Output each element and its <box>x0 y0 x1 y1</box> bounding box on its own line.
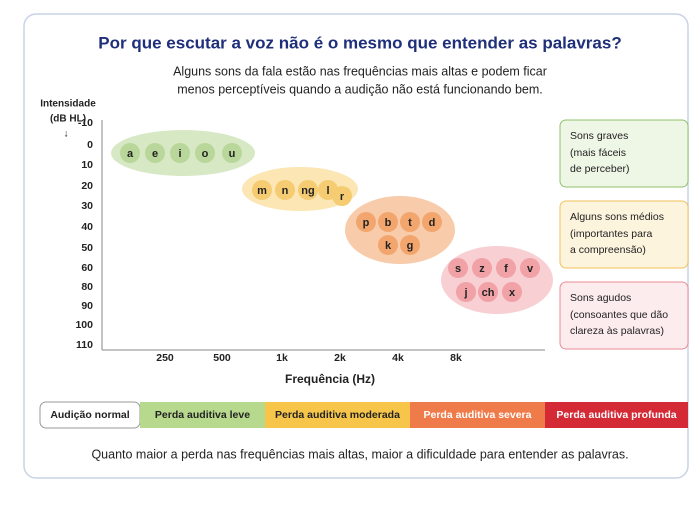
sound: u <box>229 148 236 160</box>
x-tick-label: 1k <box>276 352 288 364</box>
legend-text: (importantes para <box>570 228 652 240</box>
y-tick-label: 30 <box>81 200 93 212</box>
y-arrow: ↓ <box>64 129 69 140</box>
scale-segment <box>265 402 410 428</box>
sound: p <box>363 217 370 229</box>
sound-bubble <box>496 258 516 278</box>
y-label: Intensidade <box>40 99 96 110</box>
title: Por que escutar a voz não é o mesmo que … <box>98 33 621 52</box>
sound: k <box>385 240 392 252</box>
y-tick-label: 90 <box>81 300 93 312</box>
sound-bubble <box>448 258 468 278</box>
footer: Quanto maior a perda nas frequências mai… <box>91 447 628 461</box>
sound-bubble <box>400 212 420 232</box>
scale-label: Perda auditiva moderada <box>275 409 400 421</box>
sound-bubble <box>400 235 420 255</box>
legend-text: (mais fáceis <box>570 147 626 159</box>
legend-text: a compreensão) <box>570 244 646 256</box>
sound-bubble <box>378 235 398 255</box>
scale-label: Audição normal <box>50 409 129 421</box>
sound: a <box>127 148 134 160</box>
sound: j <box>463 287 467 299</box>
sound-bubble <box>298 180 318 200</box>
sound-bubble <box>478 282 498 302</box>
subtitle: Alguns sons da fala estão nas frequência… <box>173 64 547 78</box>
sound: l <box>326 185 329 197</box>
scale-label: Perda auditiva leve <box>155 409 250 421</box>
y-tick-label: 100 <box>75 319 93 331</box>
y-tick-label: 40 <box>81 221 93 233</box>
scale-segment <box>410 402 545 428</box>
legend-box <box>559 281 689 350</box>
sound-bubble <box>120 143 140 163</box>
sound-group <box>345 196 455 264</box>
x-tick-label: 500 <box>213 352 231 364</box>
y-tick-label: -10 <box>78 117 93 129</box>
y-tick-label: 0 <box>87 139 93 151</box>
sound: ng <box>301 185 314 197</box>
sound: s <box>455 263 461 275</box>
x-tick-label: 2k <box>334 352 346 364</box>
sound: r <box>340 191 345 203</box>
y-label: (dB HL) <box>50 114 86 125</box>
sound: d <box>429 217 436 229</box>
legend-text: (consoantes que dão <box>570 309 668 321</box>
y-tick-label: 10 <box>81 159 93 171</box>
sound: n <box>282 185 289 197</box>
sound: f <box>504 263 508 275</box>
sound: v <box>527 263 534 275</box>
sound-bubble <box>222 143 242 163</box>
sound-group <box>441 246 553 314</box>
subtitle: menos perceptíveis quando a audição não … <box>177 82 543 96</box>
legend-title: Sons graves <box>570 130 628 142</box>
scale-label: Perda auditiva severa <box>424 409 532 421</box>
sound-bubble <box>520 258 540 278</box>
sound-bubble <box>252 180 272 200</box>
y-tick-label: 20 <box>81 180 93 192</box>
legend-box <box>559 200 689 269</box>
sound-bubble <box>422 212 442 232</box>
y-tick-label: 60 <box>81 262 93 274</box>
sound-bubble <box>378 212 398 232</box>
scale-label: Perda auditiva profunda <box>556 409 676 421</box>
sound-bubble <box>332 186 352 206</box>
sound-bubble <box>472 258 492 278</box>
legend-text: de perceber) <box>570 163 630 175</box>
x-tick-label: 250 <box>156 352 174 364</box>
y-tick-label: 110 <box>76 339 93 351</box>
sound: ch <box>482 287 495 299</box>
legend-title: Alguns sons médios <box>570 211 664 223</box>
x-tick-label: 8k <box>450 352 462 364</box>
sound: b <box>385 217 392 229</box>
legend-title: Sons agudos <box>570 292 631 304</box>
sound-bubble <box>456 282 476 302</box>
x-label: Frequência (Hz) <box>285 372 375 386</box>
scale-segment <box>545 402 688 428</box>
sound-bubble <box>195 143 215 163</box>
sound-bubble <box>145 143 165 163</box>
sound: g <box>407 240 414 252</box>
legend-box <box>559 119 689 188</box>
x-tick-label: 4k <box>392 352 404 364</box>
sound: z <box>479 263 485 275</box>
sound-bubble <box>170 143 190 163</box>
sound: x <box>509 287 516 299</box>
sound: t <box>408 217 412 229</box>
y-tick-label: 50 <box>81 242 93 254</box>
y-tick-label: 80 <box>81 281 93 293</box>
sound-bubble <box>275 180 295 200</box>
sound-bubble <box>502 282 522 302</box>
sound: e <box>152 148 158 160</box>
sound: m <box>257 185 267 197</box>
scale-segment <box>140 402 265 428</box>
sound: o <box>202 148 209 160</box>
sound: i <box>178 148 181 160</box>
sound-bubble <box>356 212 376 232</box>
legend-text: clareza às palavras) <box>570 325 664 337</box>
